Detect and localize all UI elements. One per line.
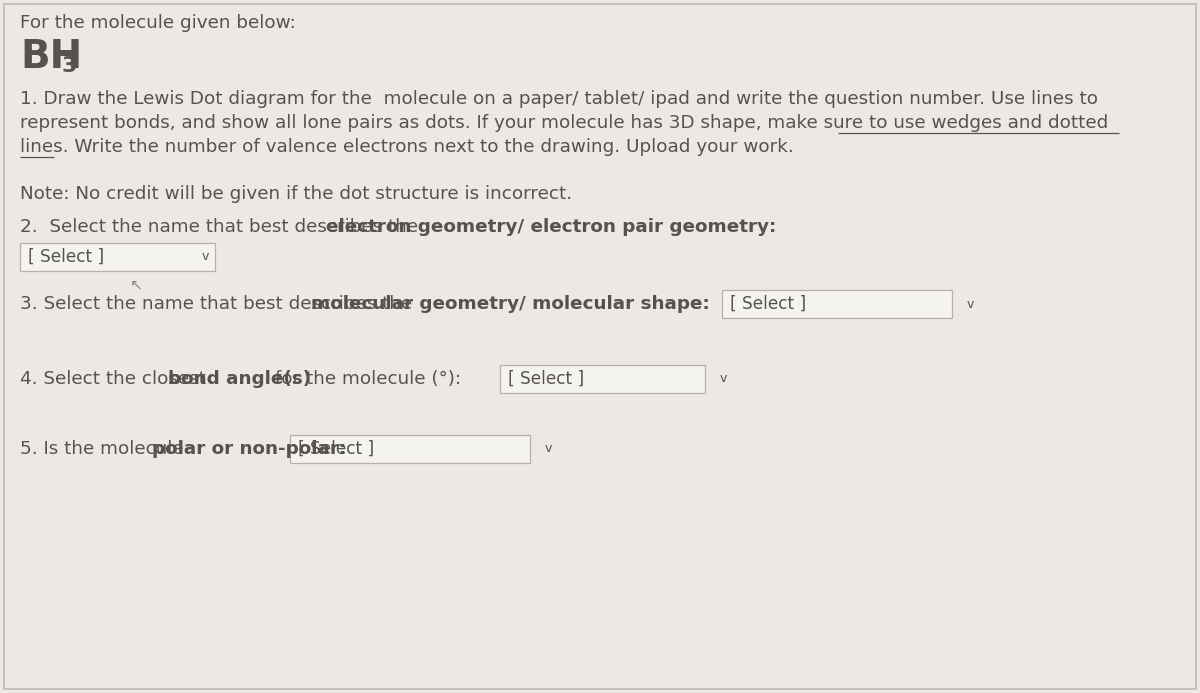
Text: v: v	[966, 297, 973, 310]
FancyBboxPatch shape	[722, 290, 952, 318]
Text: ↖: ↖	[130, 277, 143, 292]
Text: 3. Select the name that best describes the: 3. Select the name that best describes t…	[20, 295, 418, 313]
FancyBboxPatch shape	[500, 365, 706, 393]
Text: [ Select ]: [ Select ]	[28, 248, 104, 266]
Text: v: v	[545, 443, 552, 455]
Text: v: v	[719, 373, 727, 385]
FancyBboxPatch shape	[290, 435, 530, 463]
Text: bond angle(s): bond angle(s)	[168, 370, 311, 388]
Text: [ Select ]: [ Select ]	[730, 295, 806, 313]
Text: For the molecule given below:: For the molecule given below:	[20, 14, 295, 32]
Text: [ Select ]: [ Select ]	[508, 370, 584, 388]
Text: polar or non-polar:: polar or non-polar:	[152, 440, 346, 458]
Text: molecular geometry/ molecular shape:: molecular geometry/ molecular shape:	[311, 295, 709, 313]
Text: v: v	[202, 250, 209, 263]
Text: 1. Draw the Lewis Dot diagram for the  molecule on a paper/ tablet/ ipad and wri: 1. Draw the Lewis Dot diagram for the mo…	[20, 90, 1098, 108]
FancyBboxPatch shape	[20, 243, 215, 271]
Text: [ Select ]: [ Select ]	[298, 440, 374, 458]
Text: electron geometry/ electron pair geometry:: electron geometry/ electron pair geometr…	[326, 218, 776, 236]
Text: represent bonds, and show all lone pairs as dots. If your molecule has 3D shape,: represent bonds, and show all lone pairs…	[20, 114, 1109, 132]
Text: 3: 3	[62, 56, 77, 76]
Text: BH: BH	[20, 38, 83, 76]
Text: for the molecule (°):: for the molecule (°):	[269, 370, 467, 388]
Text: 4. Select the closest: 4. Select the closest	[20, 370, 211, 388]
Text: 5. Is the molecule: 5. Is the molecule	[20, 440, 190, 458]
Text: 2.  Select the name that best describes the: 2. Select the name that best describes t…	[20, 218, 424, 236]
Text: Note: No credit will be given if the dot structure is incorrect.: Note: No credit will be given if the dot…	[20, 185, 572, 203]
Text: lines. Write the number of valence electrons next to the drawing. Upload your wo: lines. Write the number of valence elect…	[20, 138, 793, 156]
